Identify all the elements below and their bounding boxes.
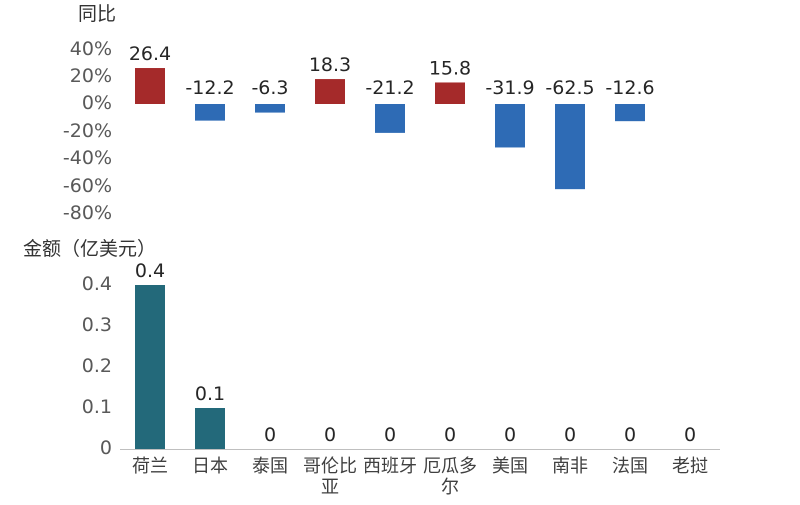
top-data-label: -6.3: [251, 77, 288, 99]
x-category-label: 荷兰: [132, 456, 168, 477]
bottom-data-label: 0: [324, 424, 336, 446]
top-bar: [375, 104, 405, 133]
x-category-label: 日本: [192, 456, 228, 477]
top-bar: [495, 104, 525, 148]
top-bar: [615, 104, 645, 122]
top-y-tick: 20%: [70, 65, 112, 87]
bottom-chart-bars: [135, 285, 225, 449]
top-data-label: -31.9: [485, 77, 534, 99]
bottom-data-label: 0: [504, 424, 516, 446]
top-y-tick: 0%: [82, 92, 112, 114]
top-y-tick: -60%: [63, 175, 112, 197]
top-data-label: 18.3: [309, 54, 351, 76]
bottom-data-label: 0: [444, 424, 456, 446]
top-data-label: -21.2: [365, 77, 414, 99]
bottom-y-tick: 0.2: [82, 355, 112, 377]
top-data-label: -12.6: [605, 77, 654, 99]
top-bar: [435, 82, 465, 104]
x-category-label: 尔: [441, 477, 459, 498]
bottom-y-tick: 0.1: [82, 396, 112, 418]
top-bar: [315, 79, 345, 104]
top-bar: [555, 104, 585, 190]
bottom-data-label: 0: [564, 424, 576, 446]
top-y-tick: -40%: [63, 147, 112, 169]
x-category-label: 法国: [612, 456, 648, 477]
bottom-data-label: 0.4: [135, 260, 165, 282]
top-chart-bars: [135, 68, 645, 190]
top-bar: [135, 68, 165, 104]
bottom-y-tick: 0.3: [82, 314, 112, 336]
bottom-data-label: 0: [264, 424, 276, 446]
top-chart-y-ticks: 40% 20% 0% -20% -40% -60% -80%: [63, 38, 112, 224]
bottom-bar: [195, 408, 225, 449]
x-category-label: 厄瓜多: [423, 456, 477, 477]
x-category-label: 美国: [492, 456, 528, 477]
bottom-bar: [135, 285, 165, 449]
bottom-data-label: 0: [624, 424, 636, 446]
bottom-y-tick: 0.4: [82, 273, 112, 295]
top-data-label: 15.8: [429, 57, 471, 79]
x-category-label: 泰国: [252, 456, 288, 477]
x-category-label: 南非: [552, 456, 588, 477]
x-category-label: 亚: [321, 477, 339, 498]
x-category-label: 老挝: [672, 456, 708, 477]
bottom-y-tick: 0: [100, 437, 112, 459]
top-data-label: -12.2: [185, 77, 234, 99]
top-chart-data-labels: 26.4 -12.2 -6.3 18.3 -21.2 15.8 -31.9 -62.5 -12.…: [129, 43, 655, 99]
bottom-chart-axis-title: 金额（亿美元）: [23, 238, 156, 260]
bottom-data-label: 0: [384, 424, 396, 446]
bottom-data-label: 0.1: [195, 383, 225, 405]
top-bar: [195, 104, 225, 121]
top-bar: [255, 104, 285, 113]
x-category-label: 哥伦比: [303, 456, 357, 477]
bottom-chart-y-ticks: 0.4 0.3 0.2 0.1 0: [82, 273, 112, 459]
x-category-label: 西班牙: [363, 456, 417, 477]
top-y-tick: -20%: [63, 120, 112, 142]
top-data-label: -62.5: [545, 77, 594, 99]
top-data-label: 26.4: [129, 43, 171, 65]
bottom-chart-data-labels: 0.4 0.1 0 0 0 0 0 0 0 0: [135, 260, 696, 446]
top-chart-axis-title: 同比: [78, 3, 116, 25]
bottom-data-label: 0: [684, 424, 696, 446]
top-y-tick: 40%: [70, 38, 112, 60]
top-y-tick: -80%: [63, 202, 112, 224]
